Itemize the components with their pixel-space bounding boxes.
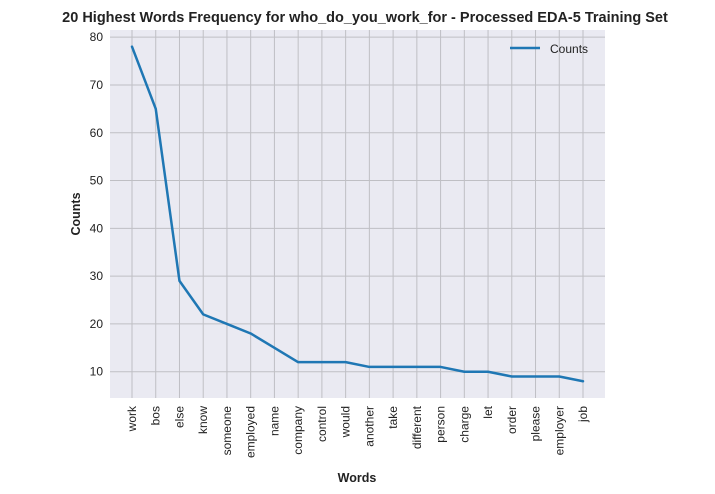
x-tick-label: employer	[552, 406, 566, 455]
x-tick-label: name	[267, 406, 281, 436]
y-tick-label: 20	[90, 317, 104, 331]
x-tick-label: please	[529, 406, 543, 442]
x-tick-label: take	[386, 406, 400, 429]
y-tick-label: 10	[90, 365, 104, 379]
y-tick-label: 30	[90, 269, 104, 283]
x-tick-label: know	[196, 406, 210, 434]
x-tick-label: control	[315, 406, 329, 442]
series-lines	[130, 45, 585, 383]
x-axis-ticks: work bos else know someone employed name compan…	[125, 405, 590, 458]
x-tick-label: work	[125, 405, 139, 432]
x-tick-label: job	[576, 406, 590, 423]
x-tick-label: someone	[220, 406, 234, 456]
plot-area	[110, 30, 605, 398]
y-tick-label: 50	[90, 174, 104, 188]
x-tick-label: bos	[149, 406, 163, 425]
x-tick-label: else	[172, 406, 186, 428]
x-tick-label: charge	[457, 406, 471, 443]
legend-label: Counts	[550, 42, 588, 56]
series-line	[130, 45, 585, 383]
x-axis-label: Words	[338, 471, 377, 485]
x-tick-label: employed	[244, 406, 258, 458]
x-tick-label: company	[291, 406, 305, 455]
y-tick-label: 80	[90, 30, 104, 44]
x-tick-label: person	[434, 406, 448, 443]
x-tick-label: another	[362, 406, 376, 447]
y-axis-label: Counts	[69, 192, 83, 235]
y-tick-label: 60	[90, 126, 104, 140]
x-tick-label: different	[410, 405, 424, 449]
chart-title: 20 Highest Words Frequency for who_do_yo…	[62, 10, 668, 26]
y-tick-label: 40	[90, 221, 104, 235]
x-tick-label: let	[481, 405, 495, 418]
x-tick-label: order	[505, 406, 519, 434]
y-axis-ticks: 10 20 30 40 50 60 70 80	[90, 30, 104, 379]
y-tick-label: 70	[90, 78, 104, 92]
grid-lines	[110, 30, 605, 398]
legend: Counts	[510, 42, 588, 56]
x-tick-label: would	[339, 406, 353, 438]
